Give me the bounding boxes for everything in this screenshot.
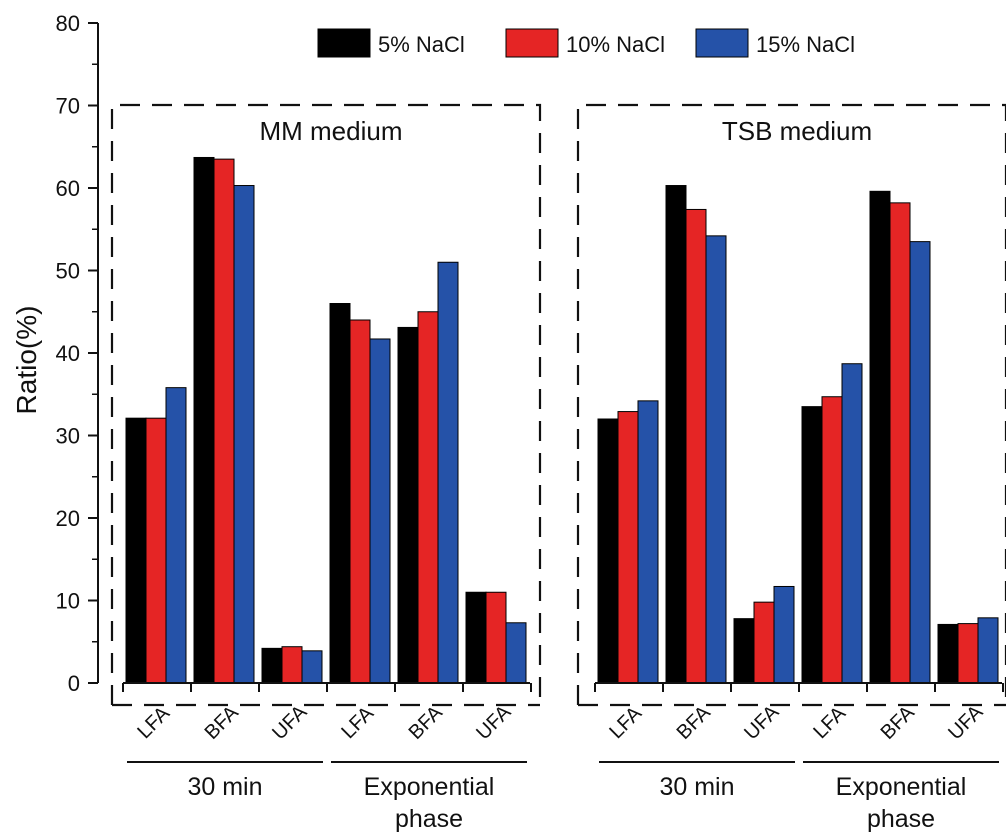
y-tick-label: 50 — [56, 259, 80, 284]
bar — [841, 363, 863, 684]
group-label: 30 min — [659, 773, 734, 801]
y-tick-label: 80 — [56, 11, 80, 36]
panel-label: MM medium — [259, 116, 402, 146]
bar — [889, 202, 911, 684]
legend-label: 15% NaCl — [756, 32, 855, 57]
group-label-line: 30 min — [187, 773, 262, 801]
group-label: Exponential phase — [836, 773, 967, 833]
bar — [397, 326, 419, 684]
panel-frames: MM medium TSB medium — [110, 103, 1006, 707]
bar — [505, 622, 527, 684]
y-axis-title: Ratio(%) — [11, 306, 42, 415]
bar — [937, 623, 959, 684]
y-tick-label: 0 — [68, 671, 80, 696]
category-label: LFA — [809, 702, 850, 743]
panel-label: TSB medium — [722, 116, 872, 146]
bar — [349, 319, 371, 684]
legend-label: 5% NaCl — [378, 32, 465, 57]
y-tick-label: 20 — [56, 506, 80, 531]
y-tick-label: 70 — [56, 94, 80, 119]
bars-layer — [125, 156, 999, 684]
bar — [597, 418, 619, 684]
category-label: LFA — [337, 702, 378, 743]
category-label: BFA — [405, 701, 448, 744]
bar — [165, 387, 187, 684]
bar — [213, 158, 235, 684]
y-tick-label: 10 — [56, 589, 80, 614]
bar — [329, 303, 351, 684]
category-label: BFA — [201, 701, 244, 744]
y-tick-label: 40 — [56, 341, 80, 366]
bar — [617, 411, 639, 684]
bar — [125, 417, 147, 684]
bar — [437, 261, 459, 684]
bar — [977, 617, 999, 684]
bar — [233, 185, 255, 684]
group-label-line: phase — [867, 805, 935, 833]
group-label-line: 30 min — [659, 773, 734, 801]
bar — [821, 396, 843, 684]
y-tick-label: 30 — [56, 424, 80, 449]
panel-frame — [110, 103, 542, 705]
category-label: LFA — [605, 702, 646, 743]
bar — [261, 647, 283, 684]
legend: 5% NaCl 10% NaCl 15% NaCl — [317, 28, 855, 58]
bar — [957, 623, 979, 684]
bar — [773, 585, 795, 684]
bar — [685, 208, 707, 684]
bar — [281, 646, 303, 684]
bar — [909, 241, 931, 684]
bar — [665, 185, 687, 684]
bar — [465, 591, 487, 684]
bar — [801, 406, 823, 684]
bar — [485, 591, 507, 684]
bar — [193, 156, 215, 684]
category-label: UFA — [472, 701, 516, 745]
group-label: 30 min — [187, 773, 262, 801]
category-label: UFA — [944, 701, 988, 745]
legend-swatch — [317, 28, 371, 58]
legend-swatch — [695, 28, 749, 58]
bar — [145, 417, 167, 684]
group-label-line: phase — [395, 805, 463, 833]
bar — [705, 235, 727, 684]
bar — [301, 650, 323, 684]
bar — [733, 618, 755, 684]
bar — [869, 190, 891, 684]
panel-frame — [576, 103, 1006, 705]
group-label-line: Exponential — [836, 773, 967, 801]
legend-swatch — [505, 28, 559, 58]
bar — [417, 311, 439, 684]
category-label: BFA — [877, 701, 920, 744]
y-tick-label: 60 — [56, 176, 80, 201]
category-label: LFA — [133, 702, 174, 743]
group-label: Exponential phase — [364, 773, 495, 833]
category-label: BFA — [673, 701, 716, 744]
bar — [369, 338, 391, 684]
bar — [753, 601, 775, 684]
category-label: UFA — [268, 701, 312, 745]
category-label: UFA — [740, 701, 784, 745]
bar — [637, 400, 659, 684]
group-label-line: Exponential — [364, 773, 495, 801]
legend-label: 10% NaCl — [566, 32, 665, 57]
